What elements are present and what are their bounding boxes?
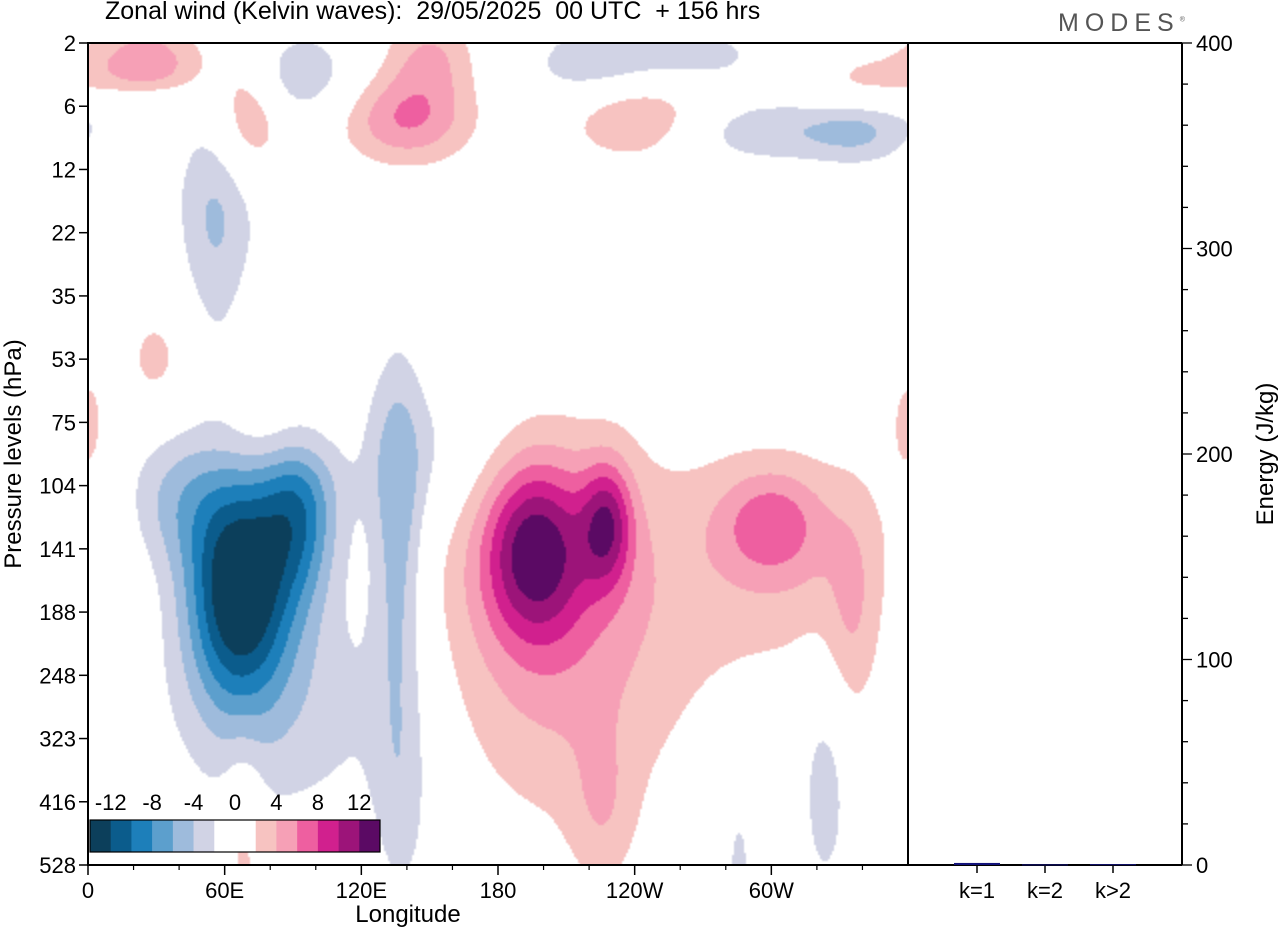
y-tick-label: 35 [52, 284, 76, 309]
energy-category-label: k=1 [959, 878, 995, 903]
y-tick-label: 141 [39, 537, 76, 562]
y-axis-title: Pressure levels (hPa) [0, 339, 27, 568]
energy-axes: 0 100 200 300 400 k=1 k=2 k>2 [959, 31, 1233, 903]
x-tick-label: 60E [205, 878, 244, 903]
y-tick-label: 528 [39, 853, 76, 878]
x-tick-label: 60W [749, 878, 794, 903]
colorbar-swatch [255, 820, 277, 852]
colorbar-swatch [338, 820, 360, 852]
colorbar-frame [89, 819, 381, 853]
y-tick-label: 248 [39, 663, 76, 688]
y-tick-label: 6 [64, 94, 76, 119]
colorbar-label: 4 [270, 790, 282, 815]
colorbar-swatch [172, 820, 194, 852]
energy-bar [1090, 864, 1136, 866]
energy-tick-label: 300 [1196, 237, 1233, 262]
modes-logo: MODES® [1058, 9, 1185, 38]
energy-bars [954, 862, 1136, 866]
energy-tick-label: 0 [1196, 853, 1208, 878]
logo-text: MODES [1058, 9, 1180, 37]
colorbar-swatch [317, 820, 339, 852]
colorbar: -12 -8 -4 0 4 8 12 [89, 790, 381, 853]
colorbar-swatch [110, 820, 132, 852]
energy-bar [1022, 864, 1068, 866]
y-tick-label: 75 [52, 410, 76, 435]
colorbar-swatch [131, 820, 153, 852]
energy-category-label: k>2 [1095, 878, 1131, 903]
colorbar-label: -12 [95, 790, 127, 815]
energy-tick-label: 400 [1196, 31, 1233, 56]
colorbar-swatch [297, 820, 319, 852]
colorbar-swatch [193, 820, 215, 852]
energy-bar [954, 862, 1000, 865]
x-tick-label: 0 [82, 878, 94, 903]
y-tick-label: 12 [52, 157, 76, 182]
y-tick-label: 2 [64, 31, 76, 56]
chart-title: Zonal wind (Kelvin waves): 29/05/2025 00… [105, 0, 761, 25]
energy-tick-label: 100 [1196, 648, 1233, 673]
x-axis-title: Longitude [355, 901, 460, 928]
colorbar-label: 0 [229, 790, 241, 815]
y-tick-label: 416 [39, 790, 76, 815]
energy-category-label: k=2 [1027, 878, 1063, 903]
y-tick-label: 53 [52, 347, 76, 372]
colorbar-swatch [359, 820, 381, 852]
colorbar-label: -8 [142, 790, 162, 815]
colorbar-label: 12 [347, 790, 371, 815]
y-tick-label: 22 [52, 221, 76, 246]
y-tick-label: 188 [39, 600, 76, 625]
wind-contour-field [88, 43, 908, 865]
colorbar-swatch [152, 820, 174, 852]
y-tick-label: 323 [39, 727, 76, 752]
registered-mark: ® [1179, 16, 1185, 24]
colorbar-label: 8 [312, 790, 324, 815]
y-tick-label: 104 [39, 474, 76, 499]
colorbar-swatch [214, 820, 236, 852]
x-tick-label: 120W [606, 878, 664, 903]
energy-axis-title: Energy (J/kg) [1252, 383, 1279, 526]
energy-tick-label: 200 [1196, 442, 1233, 467]
x-tick-label: 180 [480, 878, 517, 903]
x-tick-label: 120E [336, 878, 387, 903]
colorbar-swatch [276, 820, 298, 852]
colorbar-label: -4 [184, 790, 204, 815]
colorbar-swatch [90, 820, 112, 852]
colorbar-swatch [235, 820, 257, 852]
